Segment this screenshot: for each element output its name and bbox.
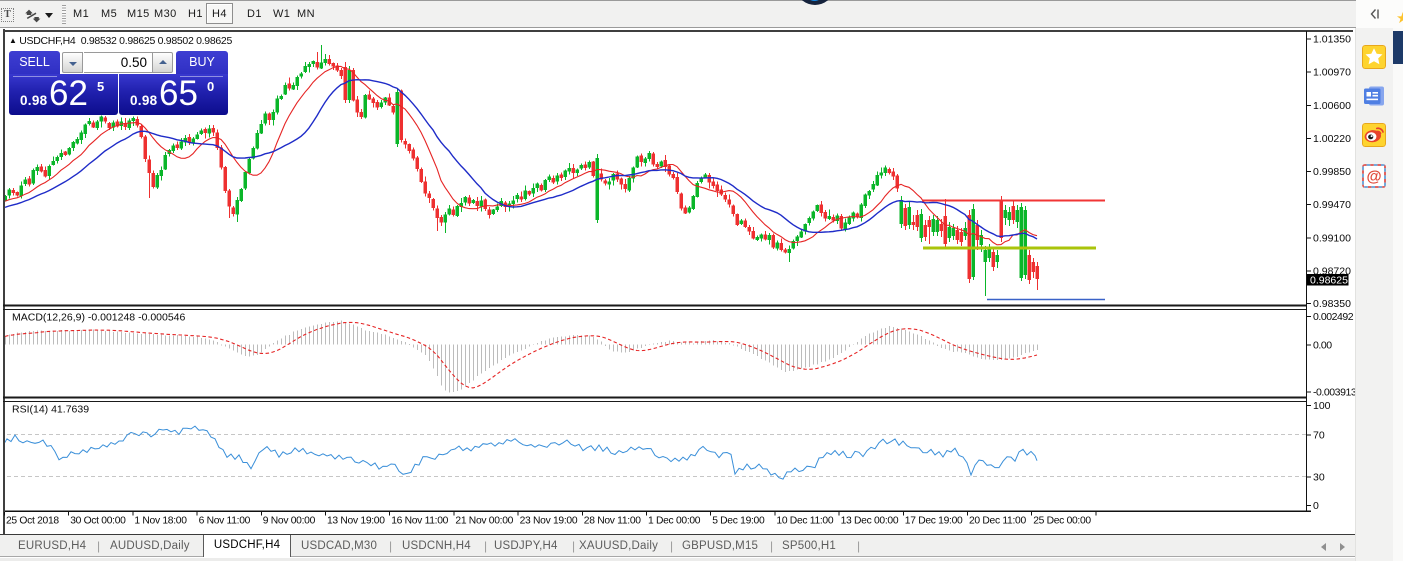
svg-text:25 Oct 2018: 25 Oct 2018 <box>6 516 59 527</box>
svg-text:0.99100: 0.99100 <box>1313 233 1351 245</box>
svg-text:1.00220: 1.00220 <box>1313 133 1351 145</box>
svg-text:-0.003913: -0.003913 <box>1313 386 1357 398</box>
svg-text:13 Nov 19:00: 13 Nov 19:00 <box>327 516 385 527</box>
svg-text:1 Nov 18:00: 1 Nov 18:00 <box>134 516 187 527</box>
svg-text:1.00970: 1.00970 <box>1313 66 1351 78</box>
svg-text:23 Nov 19:00: 23 Nov 19:00 <box>520 516 578 527</box>
svg-text:10 Dec 11:00: 10 Dec 11:00 <box>776 516 833 527</box>
svg-text:13 Dec 00:00: 13 Dec 00:00 <box>841 516 899 527</box>
svg-text:RSI(14) 41.7639: RSI(14) 41.7639 <box>12 404 89 416</box>
svg-text:30 Oct 00:00: 30 Oct 00:00 <box>70 516 126 527</box>
svg-text:0.002492: 0.002492 <box>1313 311 1354 323</box>
svg-text:100: 100 <box>1313 400 1331 412</box>
svg-text:1.00600: 1.00600 <box>1313 100 1351 112</box>
svg-text:16 Nov 11:00: 16 Nov 11:00 <box>391 516 448 527</box>
svg-text:MACD(12,26,9) -0.001248 -0.000: MACD(12,26,9) -0.001248 -0.000546 <box>12 312 186 324</box>
svg-text:9 Nov 00:00: 9 Nov 00:00 <box>263 516 316 527</box>
svg-text:5 Dec 19:00: 5 Dec 19:00 <box>712 516 765 527</box>
svg-text:21 Nov 00:00: 21 Nov 00:00 <box>455 516 513 527</box>
svg-text:17 Dec 19:00: 17 Dec 19:00 <box>905 516 963 527</box>
svg-text:1 Dec 00:00: 1 Dec 00:00 <box>648 516 701 527</box>
svg-text:6 Nov 11:00: 6 Nov 11:00 <box>199 516 251 527</box>
svg-text:0.98625: 0.98625 <box>1310 274 1348 286</box>
svg-text:0: 0 <box>1313 500 1319 512</box>
svg-text:25 Dec 00:00: 25 Dec 00:00 <box>1033 516 1091 527</box>
svg-text:1.01350: 1.01350 <box>1313 34 1351 46</box>
svg-text:0.99850: 0.99850 <box>1313 166 1351 178</box>
svg-text:0.99470: 0.99470 <box>1313 199 1351 211</box>
svg-text:20 Dec 11:00: 20 Dec 11:00 <box>969 516 1026 527</box>
svg-text:0.98350: 0.98350 <box>1313 298 1351 310</box>
svg-text:70: 70 <box>1313 430 1325 442</box>
svg-text:28 Nov 11:00: 28 Nov 11:00 <box>584 516 641 527</box>
svg-text:30: 30 <box>1313 472 1325 484</box>
svg-text:0.00: 0.00 <box>1313 340 1332 352</box>
svg-text:@: @ <box>1366 169 1381 186</box>
